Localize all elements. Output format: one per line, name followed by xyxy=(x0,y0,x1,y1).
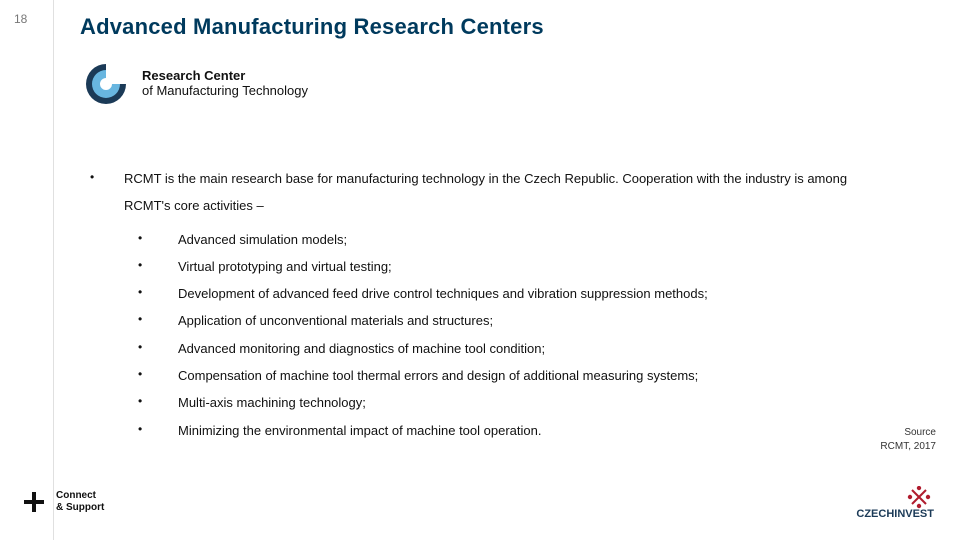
bullet-dot-icon: • xyxy=(138,307,152,334)
logo-text-line2: of Manufacturing Technology xyxy=(142,84,308,99)
left-divider xyxy=(0,0,54,540)
list-item-text: Development of advanced feed drive contr… xyxy=(178,280,890,307)
bullet-dot-icon: • xyxy=(138,280,152,307)
czechinvest-mark-icon xyxy=(908,486,930,508)
bullet-dot-icon: • xyxy=(138,389,152,416)
list-item-text: Minimizing the environmental impact of m… xyxy=(178,417,890,444)
list-item: • Advanced simulation models; xyxy=(138,226,890,253)
list-item-text: Multi-axis machining technology; xyxy=(178,389,890,416)
list-item: • Application of unconventional materials… xyxy=(138,307,890,334)
brand-text: CZECHINVEST xyxy=(856,508,934,520)
list-item-text: Advanced monitoring and diagnostics of m… xyxy=(178,335,890,362)
list-item: • Development of advanced feed drive cont… xyxy=(138,280,890,307)
rcmt-logo: Research Center of Manufacturing Technol… xyxy=(82,60,308,108)
bullet-dot-icon: • xyxy=(138,253,152,280)
list-item-text: Virtual prototyping and virtual testing; xyxy=(178,253,890,280)
footer-connect-text: Connect & Support xyxy=(56,490,104,514)
bullet-dot-icon: • xyxy=(90,165,106,220)
logo-inner-arc xyxy=(92,70,120,98)
slide: 18 Advanced Manufacturing Research Cente… xyxy=(0,0,960,540)
bullet-dot-icon: • xyxy=(138,417,152,444)
source-label: Source xyxy=(880,426,936,440)
intro-bullet: • RCMT is the main research base for man… xyxy=(90,165,890,220)
rcmt-logo-text: Research Center of Manufacturing Technol… xyxy=(142,69,308,99)
list-item: • Multi-axis machining technology; xyxy=(138,389,890,416)
bullet-dot-icon: • xyxy=(138,226,152,253)
intro-text: RCMT is the main research base for manuf… xyxy=(124,165,890,220)
plus-icon xyxy=(22,490,46,514)
list-item-text: Application of unconventional materials … xyxy=(178,307,890,334)
source-value: RCMT, 2017 xyxy=(880,440,936,454)
footer-connect-line2: & Support xyxy=(56,502,104,514)
list-item: • Advanced monitoring and diagnostics of … xyxy=(138,335,890,362)
list-item: • Compensation of machine tool thermal er… xyxy=(138,362,890,389)
body-content: • RCMT is the main research base for man… xyxy=(90,165,890,444)
bullet-dot-icon: • xyxy=(138,362,152,389)
page-title: Advanced Manufacturing Research Centers xyxy=(80,14,544,40)
logo-text-line1: Research Center xyxy=(142,69,308,84)
list-item: • Virtual prototyping and virtual testing… xyxy=(138,253,890,280)
list-item-text: Compensation of machine tool thermal err… xyxy=(178,362,890,389)
source-citation: Source RCMT, 2017 xyxy=(880,426,936,454)
footer-brand: CZECHINVEST xyxy=(806,486,936,520)
footer-connect-line1: Connect xyxy=(56,490,104,502)
footer-left: Connect & Support xyxy=(22,490,104,514)
list-item: • Minimizing the environmental impact of … xyxy=(138,417,890,444)
bullet-dot-icon: • xyxy=(138,335,152,362)
rcmt-logo-mark xyxy=(82,60,130,108)
sub-bullet-list: • Advanced simulation models; • Virtual pro… xyxy=(138,226,890,444)
list-item-text: Advanced simulation models; xyxy=(178,226,890,253)
page-number: 18 xyxy=(14,12,27,26)
